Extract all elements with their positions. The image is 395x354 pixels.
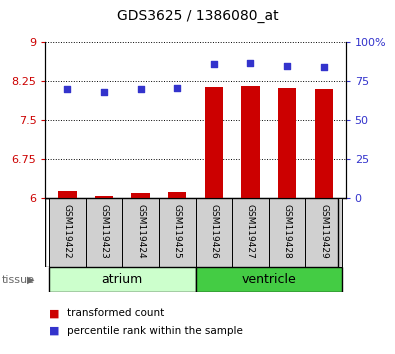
Bar <box>49 198 86 267</box>
Point <box>320 64 327 70</box>
Bar <box>269 198 305 267</box>
Bar <box>314 89 333 198</box>
Text: GSM119428: GSM119428 <box>282 204 292 258</box>
Bar <box>86 198 122 267</box>
Text: tissue: tissue <box>2 275 35 285</box>
Point <box>211 62 217 67</box>
Bar <box>58 192 77 198</box>
Text: transformed count: transformed count <box>67 308 164 318</box>
Point <box>284 63 290 69</box>
Bar <box>132 193 150 198</box>
Text: ■: ■ <box>49 308 60 318</box>
Text: percentile rank within the sample: percentile rank within the sample <box>67 326 243 336</box>
Point <box>64 86 71 92</box>
Bar <box>196 198 232 267</box>
Text: ■: ■ <box>49 326 60 336</box>
Text: atrium: atrium <box>102 273 143 286</box>
Text: GSM119425: GSM119425 <box>173 204 182 258</box>
Text: ventricle: ventricle <box>241 273 296 286</box>
Bar <box>49 267 196 292</box>
Text: GSM119422: GSM119422 <box>63 204 72 258</box>
Point <box>137 86 144 92</box>
Bar <box>122 198 159 267</box>
Bar <box>159 198 196 267</box>
Text: GSM119426: GSM119426 <box>209 204 218 258</box>
Point <box>247 60 254 65</box>
Text: GSM119424: GSM119424 <box>136 204 145 258</box>
Bar <box>168 192 186 198</box>
Text: GDS3625 / 1386080_at: GDS3625 / 1386080_at <box>117 9 278 23</box>
Text: GSM119427: GSM119427 <box>246 204 255 258</box>
Text: ▶: ▶ <box>27 275 34 285</box>
Point <box>174 85 181 91</box>
Bar <box>205 87 223 198</box>
Text: GSM119429: GSM119429 <box>319 204 328 258</box>
Bar <box>278 88 296 198</box>
Text: GSM119423: GSM119423 <box>100 204 109 258</box>
Bar <box>196 267 342 292</box>
Bar <box>241 86 260 198</box>
Bar <box>95 196 113 198</box>
Bar <box>305 198 342 267</box>
Point <box>101 90 107 95</box>
Bar <box>232 198 269 267</box>
